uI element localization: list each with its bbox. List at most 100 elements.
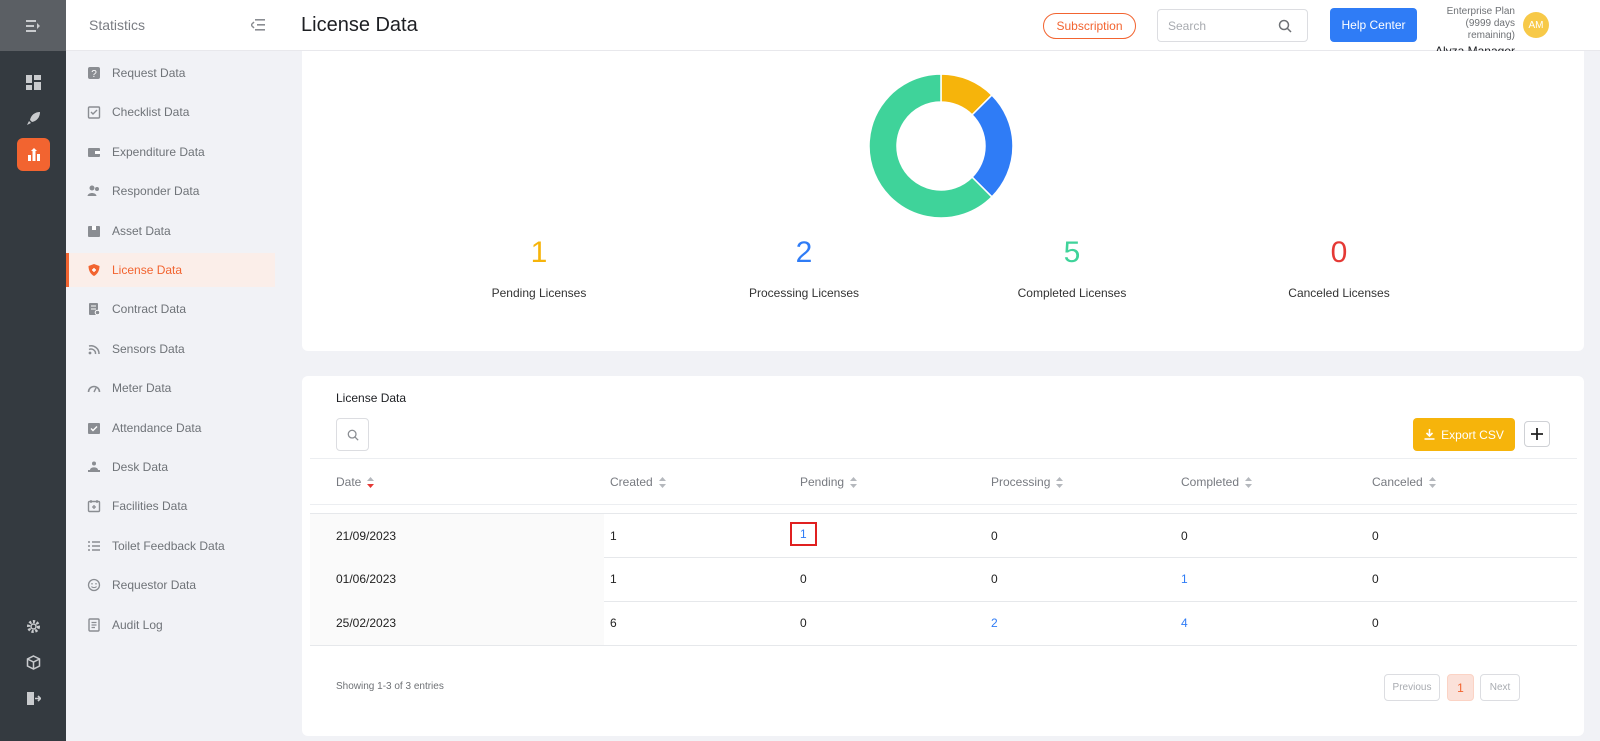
stat-pending-licenses: 1 Pending Licenses bbox=[439, 236, 639, 300]
statistics-nav-button[interactable] bbox=[17, 138, 50, 171]
sidebar-item-license-data[interactable]: License Data bbox=[66, 253, 275, 287]
sidebar-item-label: Toilet Feedback Data bbox=[112, 538, 225, 553]
add-button[interactable] bbox=[1524, 421, 1550, 447]
cell-processing: 0 bbox=[991, 529, 998, 543]
svg-text:?: ? bbox=[91, 69, 97, 80]
cell-completed[interactable]: 4 bbox=[1181, 616, 1188, 630]
next-page-button[interactable]: Next bbox=[1480, 674, 1520, 701]
top-header: License Data Subscription Help Center En… bbox=[275, 0, 1600, 58]
avatar[interactable]: AM bbox=[1523, 12, 1549, 38]
stat-label: Processing Licenses bbox=[748, 286, 860, 300]
cube-icon bbox=[26, 655, 41, 670]
cell-completed: 0 bbox=[1181, 529, 1188, 543]
subscription-button[interactable]: Subscription bbox=[1043, 13, 1136, 39]
cell-canceled: 0 bbox=[1372, 572, 1379, 586]
calendar-icon bbox=[86, 498, 102, 514]
sidebar-item-desk-data[interactable]: Desk Data bbox=[66, 450, 275, 484]
sidebar-item-contract-data[interactable]: Contract Data bbox=[66, 292, 275, 326]
plan-remaining: (9999 days remaining) bbox=[1465, 18, 1515, 41]
table-search-button[interactable] bbox=[336, 418, 369, 451]
table-row: 21/09/2023 1 1 0 0 0 bbox=[310, 513, 1577, 558]
column-header-created[interactable]: Created bbox=[610, 475, 666, 489]
cell-pending: 0 bbox=[800, 572, 807, 586]
cell-processing: 0 bbox=[991, 572, 998, 586]
sort-icon bbox=[658, 476, 666, 488]
sort-icon bbox=[850, 476, 858, 488]
stat-label: Completed Licenses bbox=[1017, 286, 1127, 300]
license-table-card: License Data Export CSV Date Created Pendi… bbox=[302, 376, 1584, 736]
sidebar-item-request-data[interactable]: ? Request Data bbox=[66, 56, 275, 90]
cell-canceled: 0 bbox=[1372, 529, 1379, 543]
wallet-icon bbox=[86, 144, 102, 160]
sidebar-item-label: Request Data bbox=[112, 66, 186, 80]
gauge-icon bbox=[86, 380, 102, 396]
question-square-icon: ? bbox=[86, 65, 102, 81]
logout-icon bbox=[27, 692, 41, 705]
stat-value: 5 bbox=[1063, 236, 1081, 269]
sidebar-item-label: Attendance Data bbox=[112, 420, 202, 435]
table-row: 01/06/2023 1 0 0 1 0 bbox=[310, 557, 1577, 602]
table-title: License Data bbox=[336, 391, 407, 405]
cell-date: 01/06/2023 bbox=[336, 572, 397, 586]
search-icon bbox=[347, 429, 359, 441]
settings-nav-button[interactable] bbox=[17, 610, 50, 643]
column-header-label: Completed bbox=[1181, 475, 1240, 489]
statistics-icon bbox=[27, 147, 40, 161]
stat-value: 2 bbox=[795, 236, 813, 269]
download-icon bbox=[1424, 429, 1435, 440]
cell-date: 21/09/2023 bbox=[336, 529, 397, 543]
modules-nav-button[interactable] bbox=[17, 646, 50, 679]
sidebar-item-responder-data[interactable]: Responder Data bbox=[66, 174, 275, 208]
sidebar-title: Statistics bbox=[89, 17, 146, 33]
donut-slice-processing[interactable] bbox=[971, 94, 1014, 198]
sidebar-item-requestor-data[interactable]: Requestor Data bbox=[66, 568, 275, 602]
icon-rail bbox=[0, 0, 66, 741]
sidebar-item-asset-data[interactable]: Asset Data bbox=[66, 214, 275, 248]
sidebar-item-facilities-data[interactable]: Facilities Data bbox=[66, 489, 275, 523]
dashboard-nav-button[interactable] bbox=[17, 66, 50, 99]
export-csv-label: Export CSV bbox=[1441, 427, 1504, 442]
sort-icon bbox=[367, 476, 375, 488]
stat-label: Pending Licenses bbox=[491, 286, 587, 300]
launch-nav-button[interactable] bbox=[17, 102, 50, 135]
column-header-date[interactable]: Date bbox=[336, 475, 375, 489]
license-donut-chart bbox=[868, 73, 1014, 219]
sidebar-item-meter-data[interactable]: Meter Data bbox=[66, 371, 275, 405]
sidebar-item-sensors-data[interactable]: Sensors Data bbox=[66, 332, 275, 366]
collapse-sidebar-icon[interactable] bbox=[251, 19, 265, 31]
column-header-label: Processing bbox=[991, 475, 1051, 489]
menu-collapse-icon bbox=[26, 19, 40, 32]
column-header-completed[interactable]: Completed bbox=[1181, 475, 1253, 489]
gear-icon bbox=[27, 620, 40, 633]
column-header-canceled[interactable]: Canceled bbox=[1372, 475, 1436, 489]
sidebar-item-label: Facilities Data bbox=[112, 499, 188, 514]
column-header-pending[interactable]: Pending bbox=[800, 475, 858, 489]
sidebar-item-label: License Data bbox=[112, 263, 183, 277]
sidebar-item-checklist-data[interactable]: Checklist Data bbox=[66, 95, 275, 129]
sidebar-item-label: Contract Data bbox=[112, 302, 187, 317]
sidebar-item-audit-log[interactable]: Audit Log bbox=[66, 608, 275, 642]
page-1-button[interactable]: 1 bbox=[1447, 674, 1474, 701]
menu-toggle-button[interactable] bbox=[0, 0, 66, 51]
sort-icon bbox=[1428, 476, 1436, 488]
cell-processing[interactable]: 2 bbox=[991, 616, 998, 630]
search-input[interactable] bbox=[1168, 18, 1278, 33]
cell-completed[interactable]: 1 bbox=[1181, 572, 1188, 586]
plan-name: Enterprise Plan bbox=[1446, 6, 1515, 17]
logout-nav-button[interactable] bbox=[17, 682, 50, 715]
entries-info: Showing 1-3 of 3 entries bbox=[336, 681, 444, 692]
export-csv-button[interactable]: Export CSV bbox=[1413, 418, 1515, 451]
cell-pending[interactable]: 1 bbox=[790, 522, 817, 546]
help-center-button[interactable]: Help Center bbox=[1330, 8, 1417, 42]
sidebar-item-expenditure-data[interactable]: Expenditure Data bbox=[66, 135, 275, 169]
sidebar-item-label: Expenditure Data bbox=[112, 144, 205, 159]
log-icon bbox=[86, 617, 102, 633]
sidebar-item-toilet-feedback-data[interactable]: Toilet Feedback Data bbox=[66, 529, 275, 563]
donut-slice-completed[interactable] bbox=[868, 73, 993, 219]
date-cell-bg bbox=[310, 601, 604, 645]
sidebar-item-attendance-data[interactable]: Attendance Data bbox=[66, 411, 275, 445]
search-icon[interactable] bbox=[1278, 19, 1292, 33]
previous-page-button[interactable]: Previous bbox=[1384, 674, 1440, 701]
stat-value: 0 bbox=[1330, 236, 1348, 269]
column-header-processing[interactable]: Processing bbox=[991, 475, 1064, 489]
